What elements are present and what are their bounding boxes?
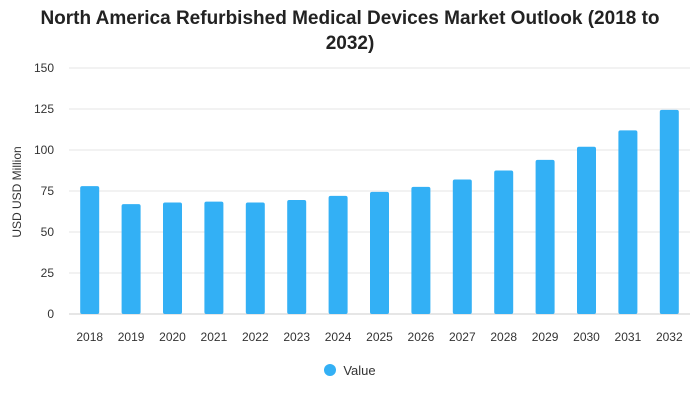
chart-title: North America Refurbished Medical Device… — [0, 6, 700, 56]
x-tick-label: 2018 — [76, 330, 103, 344]
bar-2021[interactable] — [204, 201, 224, 314]
y-tick-label: 0 — [47, 307, 54, 321]
bar-2030[interactable] — [577, 146, 596, 314]
x-tick-label: 2026 — [408, 330, 435, 344]
y-tick-label: 125 — [34, 102, 54, 116]
bar-2019[interactable] — [121, 204, 141, 314]
chart-title-line-2: 2032) — [325, 33, 375, 54]
bar-2024[interactable] — [328, 195, 348, 314]
bar-2026[interactable] — [411, 186, 431, 314]
legend-marker-icon — [324, 364, 337, 376]
y-tick-label: 25 — [41, 266, 55, 280]
x-tick-label: 2024 — [325, 330, 352, 344]
bars — [80, 109, 679, 315]
x-tick-label: 2030 — [573, 330, 600, 344]
chart-title-line-1: North America Refurbished Medical Device… — [40, 8, 660, 29]
bar-2018[interactable] — [80, 186, 100, 314]
x-tick-label: 2023 — [283, 330, 310, 344]
legend-label-value: Value — [343, 362, 376, 378]
bar-2031[interactable] — [618, 130, 638, 314]
bar-2020[interactable] — [163, 202, 182, 314]
x-tick-label: 2032 — [656, 330, 683, 344]
x-tick-label: 2025 — [366, 330, 393, 344]
bar-2027[interactable] — [452, 179, 472, 314]
x-tick-label: 2020 — [159, 330, 186, 344]
y-tick-label: 50 — [41, 225, 55, 239]
y-axis-label: USD USD Million — [10, 146, 24, 237]
bar-2023[interactable] — [287, 200, 307, 314]
y-tick-label: 100 — [34, 143, 54, 157]
y-tick-label: 150 — [34, 61, 54, 75]
x-tick-label: 2027 — [449, 330, 476, 344]
x-tick-label: 2019 — [118, 330, 145, 344]
bar-2029[interactable] — [535, 159, 555, 314]
x-tick-label: 2028 — [490, 330, 517, 344]
x-tick-label: 2022 — [242, 330, 269, 344]
y-tick-label: 75 — [41, 184, 55, 198]
bar-2025[interactable] — [370, 191, 389, 314]
y-axis-ticks: 0 25 50 75 100 125 150 — [34, 61, 54, 321]
x-tick-label: 2029 — [532, 330, 559, 344]
x-tick-label: 2031 — [615, 330, 642, 344]
bar-2022[interactable] — [245, 202, 265, 314]
x-tick-label: 2021 — [201, 330, 228, 344]
bar-2028[interactable] — [494, 170, 514, 315]
legend[interactable]: Value — [0, 361, 700, 379]
x-axis-ticks: 2018 2019 2020 2021 2022 2023 2024 2025 2026 2027… — [76, 330, 683, 344]
bar-2032[interactable] — [659, 109, 679, 314]
